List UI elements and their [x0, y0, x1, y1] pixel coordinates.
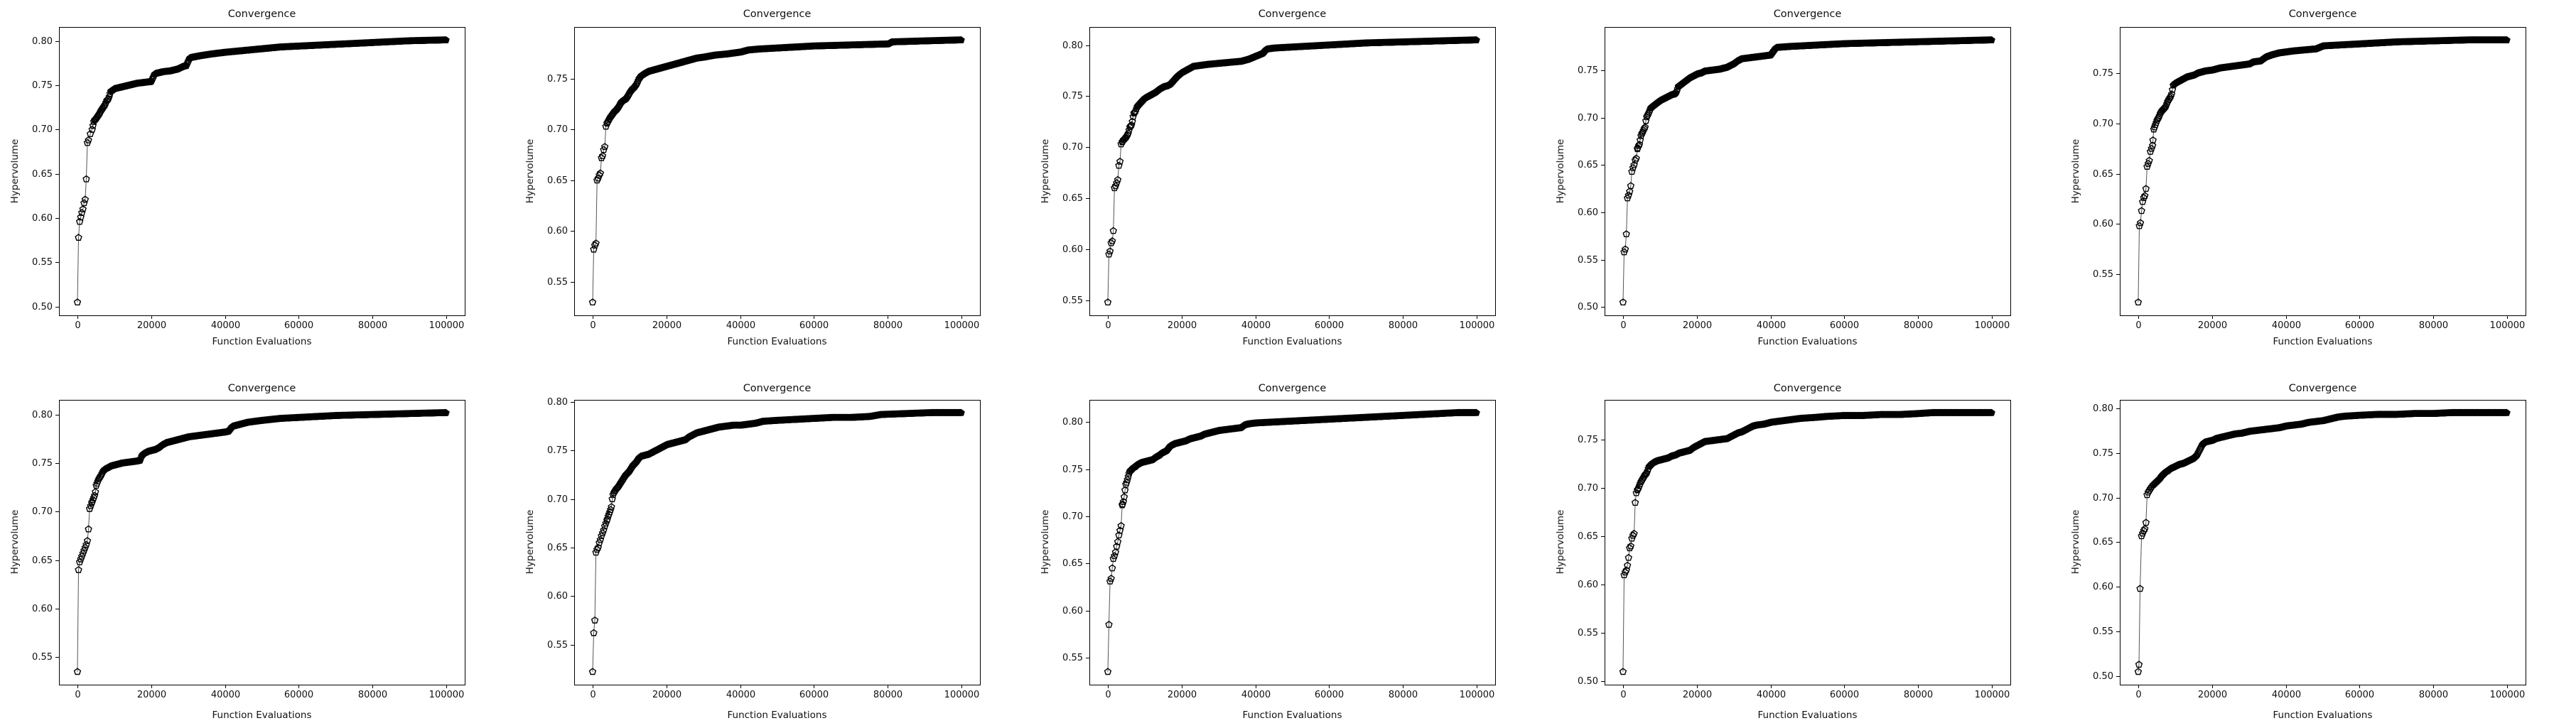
- plot-area-canvas: [515, 364, 1030, 728]
- plot-area-canvas: [1030, 0, 1546, 364]
- x-axis-label: Function Evaluations: [1757, 710, 1858, 721]
- y-axis-label: Hypervolume: [1555, 509, 1566, 575]
- plot-area-canvas: [1030, 364, 1546, 728]
- plot-title: Convergence: [2288, 9, 2357, 20]
- y-axis-label: Hypervolume: [1040, 509, 1051, 575]
- plot-title: Convergence: [1773, 383, 1842, 394]
- plot-area-canvas: [2061, 364, 2576, 728]
- x-axis-label: Function Evaluations: [1242, 336, 1342, 347]
- y-axis-label: Hypervolume: [9, 509, 21, 575]
- y-axis-label: Hypervolume: [1040, 138, 1051, 204]
- convergence-subplot-10: Convergence Hypervolume Function Evaluat…: [2061, 364, 2576, 728]
- x-axis-label: Function Evaluations: [727, 710, 827, 721]
- convergence-subplot-4: Convergence Hypervolume Function Evaluat…: [1546, 0, 2061, 364]
- y-axis-label: Hypervolume: [2070, 509, 2081, 575]
- y-axis-label: Hypervolume: [524, 138, 536, 204]
- y-axis-label: Hypervolume: [1555, 138, 1566, 204]
- plot-title: Convergence: [227, 9, 296, 20]
- convergence-subplot-9: Convergence Hypervolume Function Evaluat…: [1546, 364, 2061, 728]
- x-axis-label: Function Evaluations: [727, 336, 827, 347]
- convergence-subplot-5: Convergence Hypervolume Function Evaluat…: [2061, 0, 2576, 364]
- y-axis-label: Hypervolume: [9, 138, 21, 204]
- convergence-subplot-1: Convergence Hypervolume Function Evaluat…: [0, 0, 515, 364]
- x-axis-label: Function Evaluations: [212, 336, 312, 347]
- x-axis-label: Function Evaluations: [212, 710, 312, 721]
- plot-title: Convergence: [743, 9, 812, 20]
- plot-area-canvas: [2061, 0, 2576, 364]
- x-axis-label: Function Evaluations: [1757, 336, 1858, 347]
- plot-area-canvas: [515, 0, 1030, 364]
- plot-title: Convergence: [1773, 9, 1842, 20]
- plot-area-canvas: [0, 364, 515, 728]
- convergence-subplot-8: Convergence Hypervolume Function Evaluat…: [1030, 364, 1546, 728]
- convergence-subplot-6: Convergence Hypervolume Function Evaluat…: [0, 364, 515, 728]
- plot-title: Convergence: [1258, 9, 1327, 20]
- plot-title: Convergence: [2288, 383, 2357, 394]
- plot-title: Convergence: [227, 383, 296, 394]
- convergence-subplot-7: Convergence Hypervolume Function Evaluat…: [515, 364, 1030, 728]
- plot-area-canvas: [1546, 364, 2061, 728]
- convergence-subplot-3: Convergence Hypervolume Function Evaluat…: [1030, 0, 1546, 364]
- plot-title: Convergence: [1258, 383, 1327, 394]
- y-axis-label: Hypervolume: [2070, 138, 2081, 204]
- x-axis-label: Function Evaluations: [2273, 710, 2373, 721]
- convergence-subplot-2: Convergence Hypervolume Function Evaluat…: [515, 0, 1030, 364]
- x-axis-label: Function Evaluations: [1242, 710, 1342, 721]
- x-axis-label: Function Evaluations: [2273, 336, 2373, 347]
- plot-title: Convergence: [743, 383, 812, 394]
- plot-area-canvas: [1546, 0, 2061, 364]
- plot-area-canvas: [0, 0, 515, 364]
- y-axis-label: Hypervolume: [524, 509, 536, 575]
